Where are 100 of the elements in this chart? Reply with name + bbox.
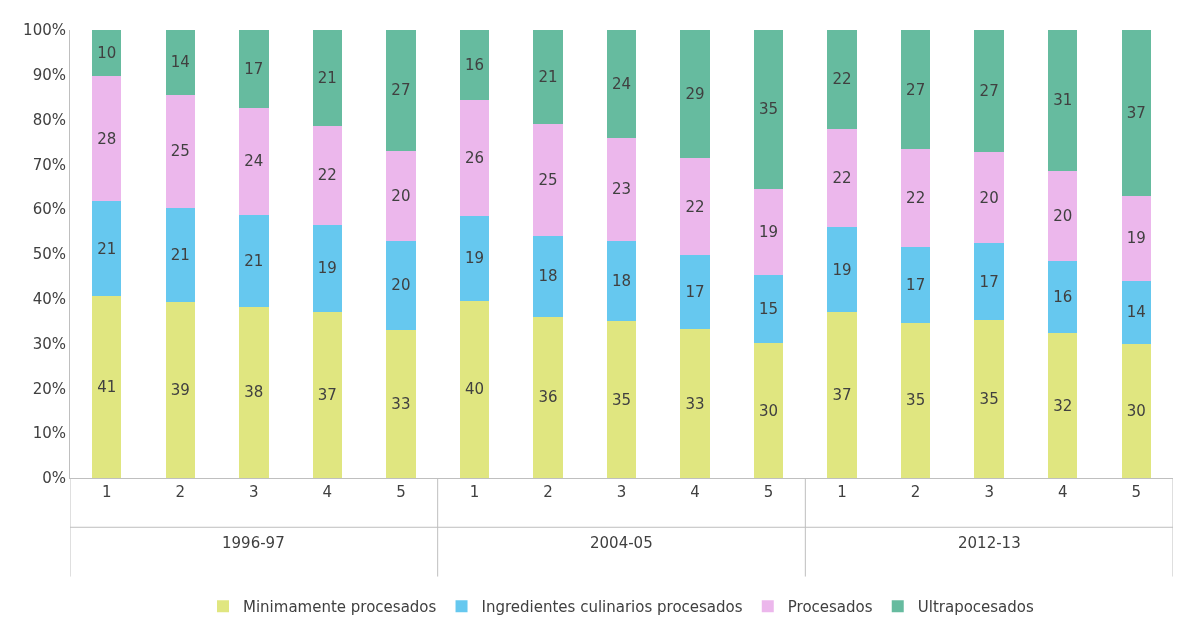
y-tick-label: 90% bbox=[32, 66, 66, 85]
bar bbox=[92, 201, 122, 297]
y-tick-label: 20% bbox=[32, 379, 66, 398]
x-tick-label: 2 bbox=[175, 483, 186, 501]
bar bbox=[1047, 333, 1078, 478]
bar bbox=[680, 329, 710, 478]
legend-label: Ingredientes culinarios procesados bbox=[481, 598, 743, 617]
bar bbox=[239, 306, 269, 478]
y-tick-label: 10% bbox=[32, 424, 66, 443]
data-label: 29 bbox=[685, 85, 705, 104]
data-label: 24 bbox=[244, 152, 264, 171]
legend-label: Ultrapocesados bbox=[917, 598, 1035, 617]
y-tick-label: 0% bbox=[42, 469, 66, 488]
bar bbox=[92, 30, 122, 77]
data-label: 35 bbox=[906, 391, 926, 410]
data-label: 33 bbox=[685, 394, 705, 413]
data-label: 30 bbox=[1126, 401, 1146, 420]
bar bbox=[606, 30, 637, 138]
x-tick-label: 5 bbox=[1131, 483, 1141, 501]
data-label: 21 bbox=[317, 68, 337, 87]
data-label: 37 bbox=[317, 385, 337, 404]
bar bbox=[459, 100, 490, 216]
x-tick-label: 3 bbox=[249, 483, 259, 501]
bar bbox=[827, 30, 857, 129]
data-label: 10 bbox=[97, 44, 117, 63]
bar bbox=[533, 236, 563, 317]
x-tick-label: 4 bbox=[1057, 483, 1068, 501]
bar bbox=[1047, 261, 1078, 334]
bar bbox=[900, 247, 931, 323]
bar bbox=[974, 151, 1004, 244]
text: 2012-13 bbox=[958, 534, 1021, 552]
bar bbox=[753, 343, 784, 478]
data-label: 17 bbox=[244, 59, 264, 78]
data-label: 19 bbox=[832, 260, 852, 279]
data-label: 19 bbox=[759, 222, 779, 241]
bar bbox=[459, 30, 490, 101]
data-label: 19 bbox=[1126, 229, 1146, 248]
bar bbox=[312, 30, 343, 126]
data-label: 20 bbox=[391, 186, 411, 205]
data-label: 27 bbox=[979, 81, 999, 100]
bar bbox=[753, 30, 784, 189]
x-tick-label: 1 bbox=[102, 483, 112, 501]
data-label: 37 bbox=[832, 386, 852, 405]
bar bbox=[827, 227, 857, 313]
bar bbox=[92, 76, 122, 202]
data-label: 21 bbox=[244, 251, 264, 270]
bar bbox=[533, 30, 563, 125]
data-label: 32 bbox=[1053, 396, 1073, 415]
data-label: 16 bbox=[464, 56, 484, 75]
data-label: 39 bbox=[170, 380, 190, 399]
x-tick-label: 4 bbox=[690, 483, 700, 501]
data-label: 30 bbox=[759, 401, 779, 420]
x-tick-label: 4 bbox=[322, 483, 333, 501]
data-label: 19 bbox=[464, 249, 484, 268]
data-label: 38 bbox=[244, 383, 264, 402]
bar bbox=[386, 240, 416, 331]
data-label: 22 bbox=[832, 168, 852, 187]
bar bbox=[680, 30, 710, 159]
bar bbox=[239, 30, 269, 108]
y-tick-label: 40% bbox=[32, 290, 66, 309]
bar bbox=[900, 149, 931, 248]
data-label: 37 bbox=[1126, 103, 1146, 122]
data-label: 36 bbox=[538, 388, 558, 407]
y-tick-label: 70% bbox=[32, 155, 66, 174]
data-label: 21 bbox=[538, 68, 558, 87]
y-tick-label: 60% bbox=[32, 200, 66, 219]
bar bbox=[239, 107, 269, 215]
data-label: 21 bbox=[97, 239, 117, 258]
y-tick-label: 50% bbox=[32, 245, 66, 264]
data-label: 23 bbox=[611, 180, 632, 199]
bar bbox=[1047, 170, 1078, 262]
bar bbox=[974, 243, 1004, 320]
bar bbox=[312, 224, 343, 312]
data-label: 26 bbox=[464, 149, 484, 168]
data-label: 25 bbox=[170, 142, 190, 161]
y-tick-label: 100% bbox=[23, 21, 66, 40]
data-label: 18 bbox=[538, 267, 558, 286]
x-tick-label: 1 bbox=[469, 483, 480, 501]
data-label: 41 bbox=[97, 378, 117, 397]
data-label: 17 bbox=[685, 283, 705, 302]
x-tick-label: 5 bbox=[396, 483, 406, 501]
bar bbox=[974, 30, 1004, 152]
data-label: 27 bbox=[906, 80, 926, 99]
data-label: 28 bbox=[97, 129, 117, 148]
data-label: 14 bbox=[1126, 303, 1146, 322]
bar bbox=[1121, 280, 1151, 344]
data-label: 22 bbox=[832, 70, 852, 89]
bar bbox=[1047, 30, 1078, 171]
data-label: 22 bbox=[317, 166, 337, 185]
data-label: 27 bbox=[391, 81, 411, 100]
data-label: 25 bbox=[538, 171, 558, 190]
data-label: 15 bbox=[759, 300, 779, 319]
bar bbox=[239, 214, 269, 307]
data-label: 20 bbox=[1053, 206, 1073, 225]
x-tick-label: 3 bbox=[616, 483, 627, 501]
data-label: 20 bbox=[979, 188, 999, 207]
data-label: 22 bbox=[906, 189, 926, 208]
text: 1996-97 bbox=[222, 534, 285, 552]
data-label: 17 bbox=[979, 272, 999, 291]
data-label: 22 bbox=[685, 197, 705, 216]
